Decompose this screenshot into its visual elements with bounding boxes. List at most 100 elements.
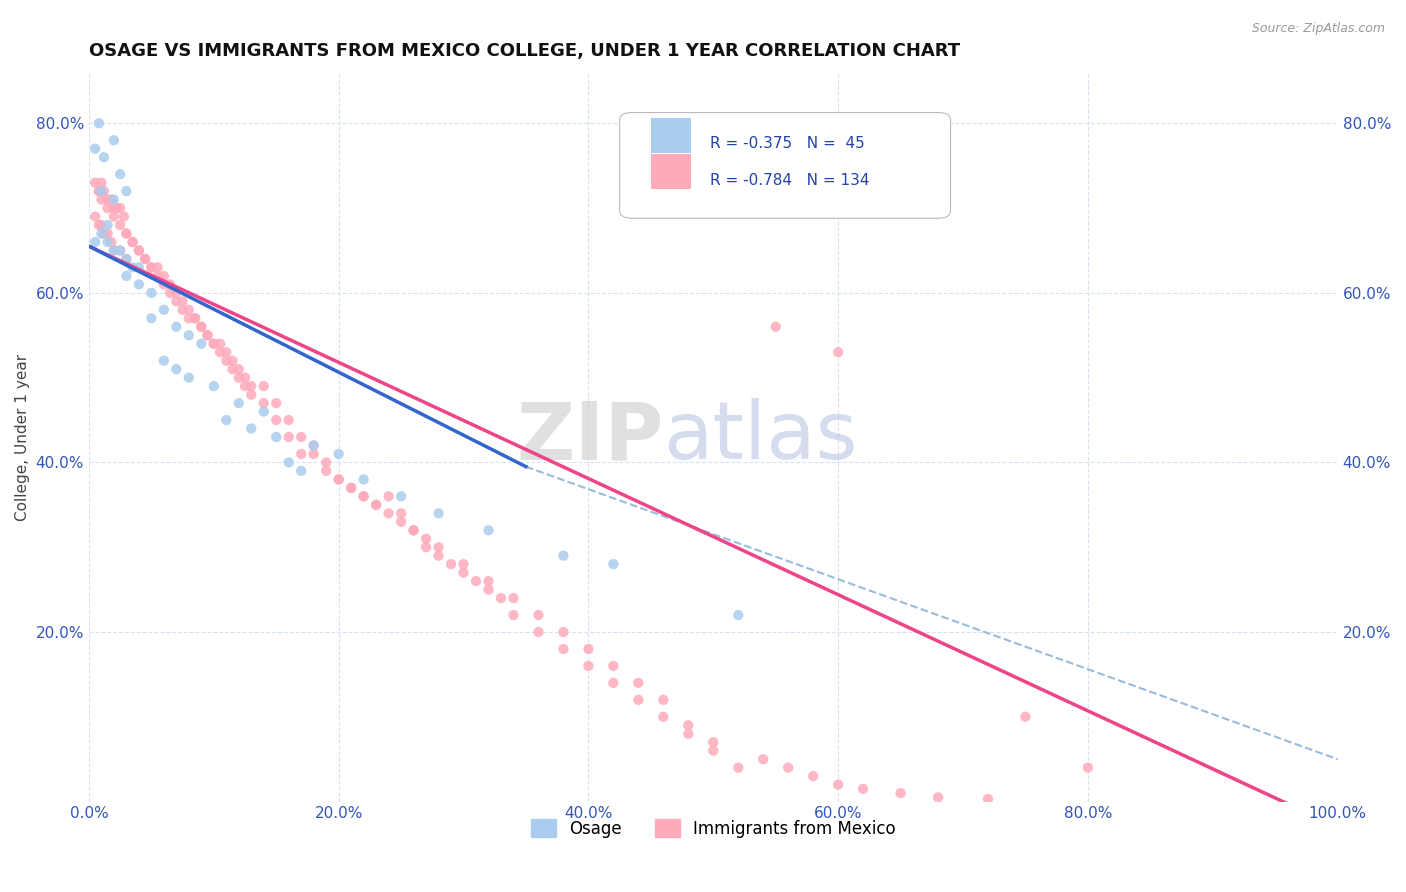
Point	[328, 472, 350, 486]
Point	[427, 549, 450, 563]
Point	[90, 218, 112, 232]
Point	[801, 769, 824, 783]
Point	[576, 642, 599, 657]
Point	[221, 362, 243, 376]
Point	[128, 244, 150, 258]
FancyBboxPatch shape	[651, 154, 690, 189]
Point	[678, 718, 700, 732]
Point	[103, 201, 125, 215]
Point	[453, 557, 475, 571]
Point	[627, 676, 650, 690]
Point	[402, 523, 425, 537]
Point	[100, 235, 122, 249]
Point	[121, 235, 143, 249]
Point	[93, 150, 115, 164]
Point	[190, 336, 212, 351]
Point	[87, 116, 110, 130]
Point	[208, 336, 231, 351]
Point	[172, 294, 194, 309]
Point	[202, 336, 225, 351]
Point	[702, 735, 724, 749]
Point	[377, 489, 399, 503]
Point	[177, 328, 200, 343]
Point	[103, 193, 125, 207]
Point	[290, 430, 312, 444]
Point	[87, 184, 110, 198]
Point	[440, 557, 463, 571]
Point	[827, 345, 849, 359]
Point	[553, 625, 575, 640]
Point	[165, 294, 187, 309]
Point	[115, 268, 138, 283]
Point	[165, 319, 187, 334]
Point	[134, 252, 156, 266]
Point	[134, 252, 156, 266]
Point	[502, 591, 524, 606]
Point	[389, 489, 412, 503]
Point	[108, 218, 131, 232]
Point	[103, 244, 125, 258]
Point	[215, 353, 238, 368]
Point	[128, 260, 150, 275]
Point	[146, 268, 169, 283]
Point	[197, 328, 219, 343]
Point	[727, 608, 749, 623]
Point	[727, 761, 749, 775]
Point	[527, 608, 550, 623]
Point	[165, 362, 187, 376]
Text: R = -0.784   N = 134: R = -0.784 N = 134	[710, 173, 869, 188]
Point	[1077, 761, 1099, 775]
Point	[340, 481, 363, 495]
Point	[108, 201, 131, 215]
Point	[277, 455, 299, 469]
Point	[177, 302, 200, 317]
Point	[115, 227, 138, 241]
Point	[264, 430, 287, 444]
Point	[159, 285, 181, 300]
Text: Source: ZipAtlas.com: Source: ZipAtlas.com	[1251, 22, 1385, 36]
Point	[228, 370, 250, 384]
Point	[90, 176, 112, 190]
Point	[153, 268, 176, 283]
Point	[141, 311, 163, 326]
Point	[553, 642, 575, 657]
Point	[153, 302, 176, 317]
Point	[141, 260, 163, 275]
Point	[84, 176, 107, 190]
Point	[366, 498, 388, 512]
Point	[477, 582, 499, 597]
Point	[302, 447, 325, 461]
Point	[240, 379, 263, 393]
Point	[159, 277, 181, 292]
Point	[290, 447, 312, 461]
Point	[103, 244, 125, 258]
Point	[115, 227, 138, 241]
Point	[477, 523, 499, 537]
Point	[290, 464, 312, 478]
Point	[90, 184, 112, 198]
Point	[233, 370, 256, 384]
Point	[264, 413, 287, 427]
Text: atlas: atlas	[664, 398, 858, 476]
Legend: Osage, Immigrants from Mexico: Osage, Immigrants from Mexico	[524, 813, 903, 845]
Point	[852, 781, 875, 796]
Point	[84, 210, 107, 224]
Point	[465, 574, 488, 588]
Point	[202, 336, 225, 351]
Point	[453, 566, 475, 580]
Point	[112, 210, 135, 224]
Point	[108, 244, 131, 258]
Point	[221, 353, 243, 368]
Point	[153, 353, 176, 368]
Point	[253, 396, 276, 410]
FancyBboxPatch shape	[620, 112, 950, 219]
Point	[115, 252, 138, 266]
Point	[177, 370, 200, 384]
Point	[115, 252, 138, 266]
Point	[202, 379, 225, 393]
Point	[87, 218, 110, 232]
Point	[427, 540, 450, 554]
Point	[602, 557, 624, 571]
Point	[97, 201, 120, 215]
Point	[553, 549, 575, 563]
